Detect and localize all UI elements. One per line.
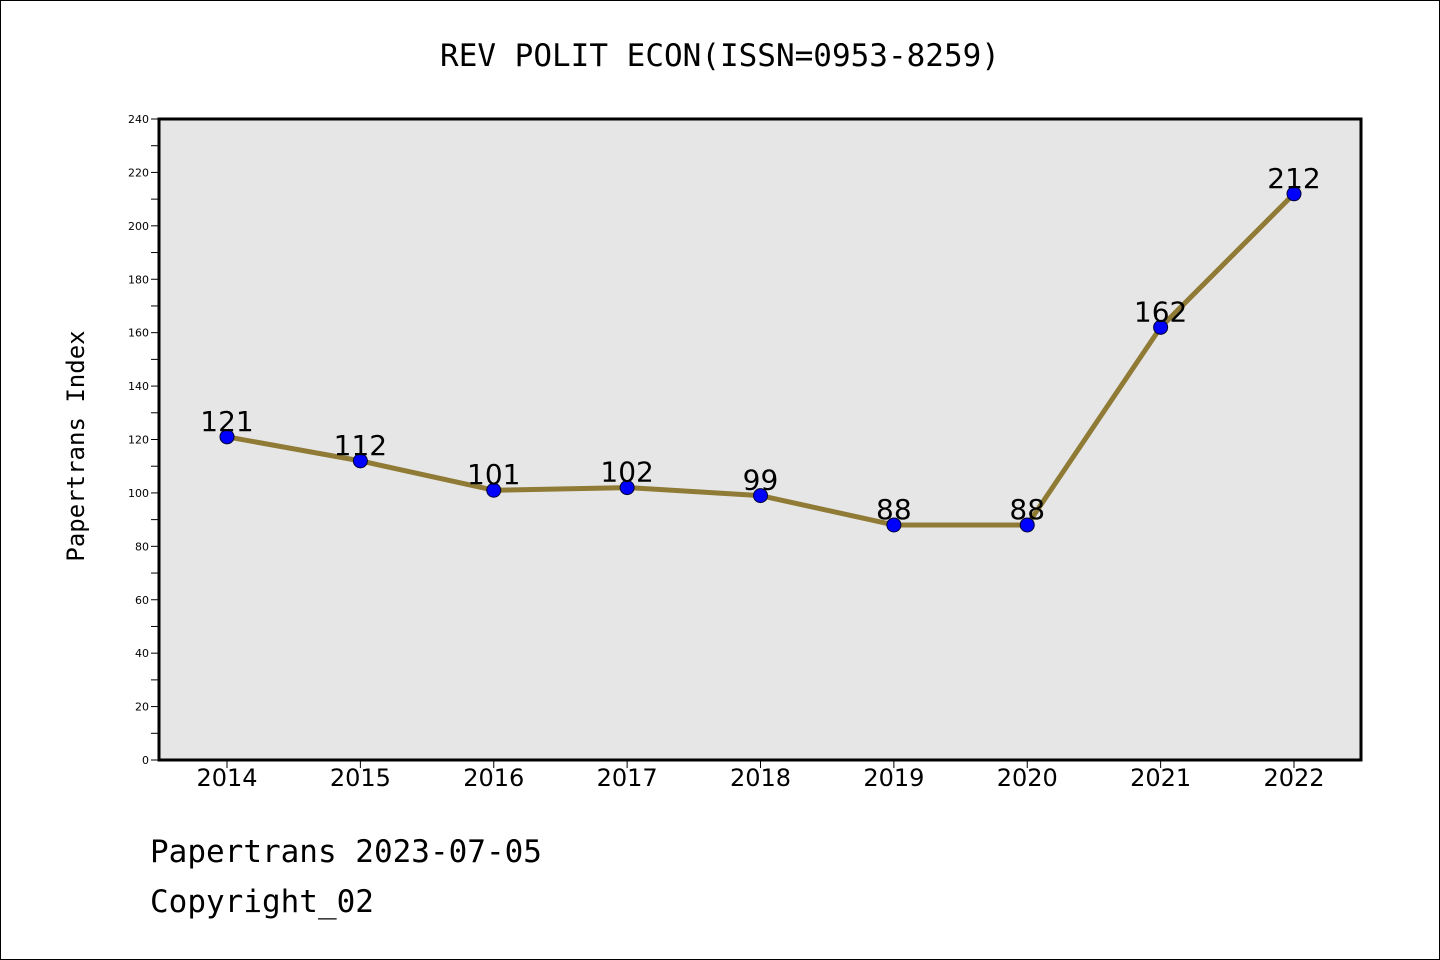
data-point (1153, 319, 1169, 335)
y-tick-label: 160 (128, 327, 149, 340)
data-point (886, 517, 902, 533)
data-point (486, 482, 502, 498)
y-axis-label: Papertrans Index (62, 330, 90, 561)
y-tick-label: 240 (128, 113, 149, 126)
data-point (219, 429, 235, 445)
data-point (619, 480, 635, 496)
y-tick-label: 180 (128, 273, 149, 286)
x-tick-label: 2022 (1263, 764, 1324, 792)
data-label: 88 (876, 493, 912, 526)
data-label: 99 (743, 464, 779, 497)
footer-copyright: Copyright_02 (150, 884, 374, 920)
footer-date: Papertrans 2023-07-05 (150, 834, 542, 870)
y-tick-label: 100 (128, 487, 149, 500)
x-axis-ticks: 2014 2015 2016 2017 2018 2019 2020 2021 2022 (196, 760, 1325, 792)
plot-area (157, 117, 1363, 762)
y-tick-label: 0 (142, 754, 149, 767)
y-axis-ticks: 0 20 40 60 80 100 120 140 160 180 200 220 240 (128, 113, 159, 767)
x-tick-label: 2014 (196, 764, 257, 792)
y-tick-label: 20 (135, 701, 149, 714)
data-label: 212 (1267, 162, 1320, 195)
points-layer (219, 186, 1302, 533)
x-tick-label: 2019 (863, 764, 924, 792)
data-label: 162 (1134, 295, 1187, 328)
x-tick-label: 2018 (730, 764, 791, 792)
data-point (1286, 186, 1302, 202)
data-label: 88 (1009, 493, 1045, 526)
data-label: 101 (467, 458, 520, 491)
y-tick-label: 140 (128, 380, 149, 393)
data-label: 112 (334, 429, 387, 462)
data-labels-layer: 121 112 101 102 99 88 88 162 212 (200, 162, 1320, 526)
x-tick-label: 2020 (997, 764, 1058, 792)
y-tick-label: 40 (135, 647, 149, 660)
x-tick-label: 2021 (1130, 764, 1191, 792)
x-tick-label: 2016 (463, 764, 524, 792)
data-point (753, 488, 768, 504)
chart-title: REV POLIT ECON(ISSN=0953-8259) (440, 38, 1000, 74)
y-tick-label: 80 (135, 540, 149, 553)
y-tick-label: 120 (128, 434, 149, 447)
data-label: 121 (200, 405, 253, 438)
y-tick-label: 60 (135, 594, 149, 607)
x-tick-label: 2017 (597, 764, 658, 792)
data-point (352, 453, 368, 469)
data-label: 102 (600, 456, 653, 489)
y-tick-label: 220 (128, 166, 149, 179)
data-point (1019, 517, 1035, 533)
x-tick-label: 2015 (330, 764, 391, 792)
y-tick-label: 200 (128, 220, 149, 233)
